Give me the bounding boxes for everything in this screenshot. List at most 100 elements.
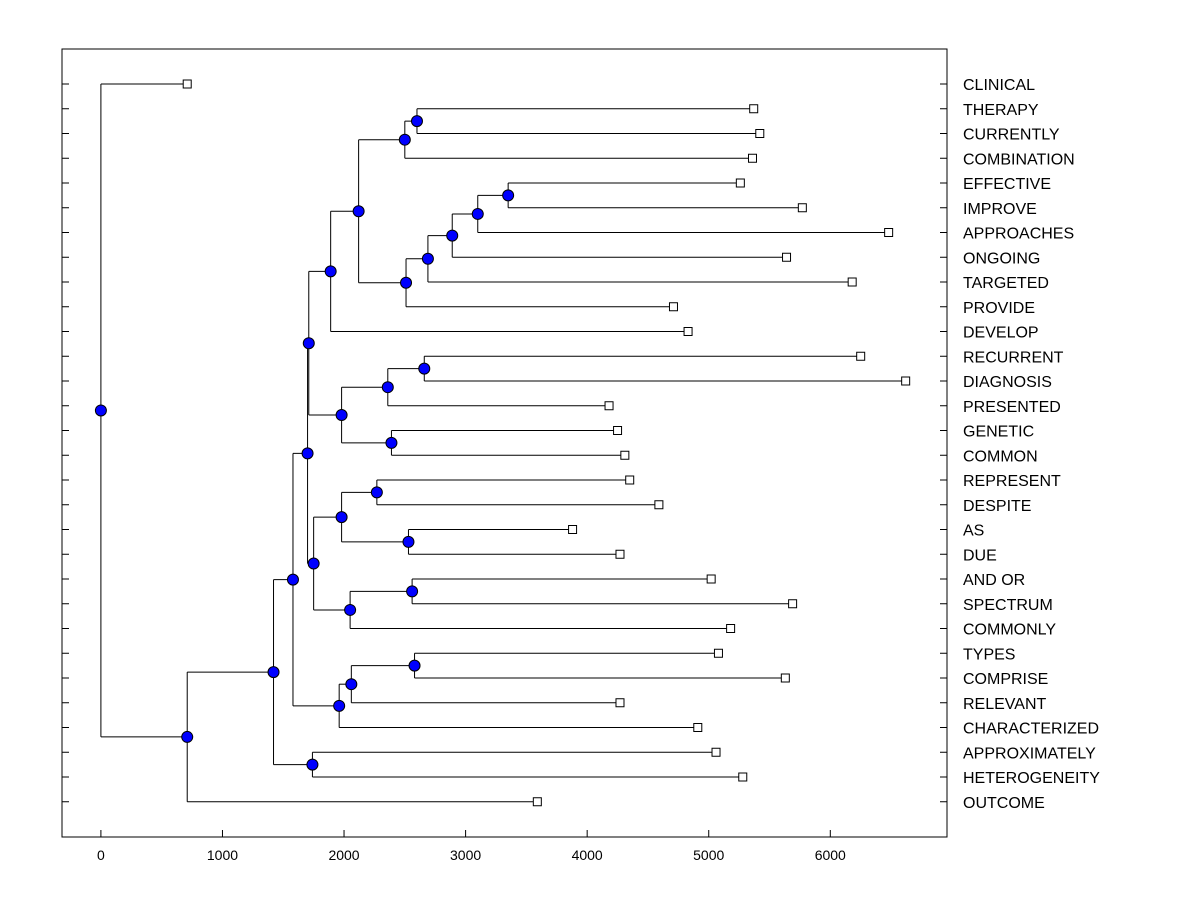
x-tick-label: 1000: [207, 847, 238, 863]
leaf-marker: [797, 203, 807, 213]
leaf-marker: [735, 178, 745, 188]
x-tick-label: 0: [97, 847, 105, 863]
merge-node-marker: [345, 678, 358, 691]
merge-node-marker: [410, 115, 423, 128]
merge-node-marker: [370, 486, 383, 499]
x-tick-label: 6000: [815, 847, 846, 863]
right-tick-marks: [940, 83, 947, 803]
merge-node-marker: [400, 276, 413, 289]
leaf-marker: [856, 351, 866, 361]
leaf-label: CLINICAL: [963, 77, 1035, 94]
leaf-label: AS: [963, 523, 984, 540]
leaf-label: DIAGNOSIS: [963, 374, 1052, 391]
leaf-markers: [182, 79, 911, 807]
leaf-labels: CLINICAL THERAPY CURRENTLY COMBINATION EFFEC…: [963, 77, 1100, 812]
leaf-label: REPRESENT: [963, 473, 1061, 490]
plot-frame: [61, 48, 948, 838]
merge-node-marker: [335, 409, 348, 422]
leaf-marker: [738, 772, 748, 782]
leaf-label: THERAPY: [963, 102, 1039, 119]
leaf-marker: [668, 302, 678, 312]
merge-node-marker: [335, 511, 348, 524]
leaf-label: HETEROGENEITY: [963, 770, 1100, 787]
leaf-label: ONGOING: [963, 250, 1040, 267]
x-tick-label: 3000: [450, 847, 481, 863]
leaf-label: PROVIDE: [963, 300, 1035, 317]
leaf-marker: [780, 673, 790, 683]
leaf-marker: [713, 648, 723, 658]
leaf-marker: [901, 376, 911, 386]
leaf-marker: [726, 624, 736, 633]
leaf-marker: [747, 153, 757, 163]
leaf-label: DEVELOP: [963, 325, 1039, 342]
leaf-marker: [625, 475, 635, 485]
leaf-marker: [620, 450, 630, 460]
merge-node-marker: [408, 659, 421, 672]
merge-node-marker: [94, 404, 107, 417]
leaf-label: IMPROVE: [963, 201, 1037, 218]
leaf-marker: [749, 104, 759, 114]
leaf-label: RELEVANT: [963, 696, 1047, 713]
merge-node-marker: [307, 557, 320, 570]
leaf-marker: [755, 129, 765, 138]
merge-node-marker: [402, 535, 415, 548]
merge-node-marker: [421, 252, 434, 265]
leaf-label: TYPES: [963, 646, 1015, 663]
leaf-marker: [615, 549, 625, 559]
x-axis-ticks: 0 1000 2000 3000 4000 5000 6000: [97, 830, 846, 863]
merge-node-marker: [306, 758, 319, 771]
leaf-marker: [711, 747, 721, 757]
leaf-label: OUTCOME: [963, 795, 1045, 812]
node-markers: [94, 115, 515, 771]
merge-node-marker: [181, 730, 194, 743]
x-tick-label: 5000: [693, 847, 724, 863]
leaf-marker: [788, 599, 798, 609]
merge-node-marker: [267, 666, 280, 679]
leaf-marker: [884, 228, 894, 237]
leaf-marker: [847, 277, 857, 287]
leaf-marker: [604, 401, 614, 411]
leaf-label: AND OR: [963, 572, 1025, 589]
leaf-marker: [782, 252, 792, 262]
merge-node-marker: [446, 229, 459, 242]
leaf-label: TARGETED: [963, 275, 1049, 292]
leaf-label: RECURRENT: [963, 349, 1064, 366]
leaf-label: COMBINATION: [963, 151, 1075, 168]
leaf-label: DUE: [963, 547, 997, 564]
leaf-label: GENETIC: [963, 424, 1034, 441]
merge-node-marker: [301, 447, 314, 460]
leaf-label: COMMONLY: [963, 622, 1056, 639]
merge-node-marker: [406, 585, 419, 598]
leaf-label: DESPITE: [963, 498, 1031, 515]
leaf-marker: [613, 426, 623, 435]
merge-node-marker: [333, 699, 346, 712]
leaf-label: CURRENTLY: [963, 127, 1060, 144]
merge-node-marker: [302, 337, 315, 350]
merge-node-marker: [381, 381, 394, 394]
merge-node-marker: [352, 205, 365, 218]
leaf-label: PRESENTED: [963, 399, 1061, 416]
leaf-label: EFFECTIVE: [963, 176, 1051, 193]
leaf-marker: [532, 797, 542, 807]
merge-node-marker: [502, 189, 515, 202]
leaf-label: COMMON: [963, 448, 1038, 465]
merge-node-marker: [344, 603, 357, 616]
merge-node-marker: [385, 436, 398, 449]
leaf-label: APPROXIMATELY: [963, 745, 1096, 762]
leaf-label: SPECTRUM: [963, 597, 1053, 614]
merge-node-marker: [398, 133, 411, 146]
merge-node-marker: [286, 573, 299, 586]
leaf-marker: [706, 574, 716, 584]
leaf-label: CHARACTERIZED: [963, 721, 1099, 738]
merge-node-marker: [324, 265, 337, 278]
leaf-label: APPROACHES: [963, 226, 1074, 243]
leaf-marker: [683, 327, 693, 336]
left-tick-marks: [62, 83, 69, 803]
x-tick-label: 2000: [328, 847, 359, 863]
leaf-marker: [615, 698, 625, 708]
leaf-marker: [568, 525, 578, 534]
merge-node-marker: [471, 207, 484, 220]
merge-node-marker: [418, 362, 431, 375]
leaf-marker: [693, 723, 703, 732]
